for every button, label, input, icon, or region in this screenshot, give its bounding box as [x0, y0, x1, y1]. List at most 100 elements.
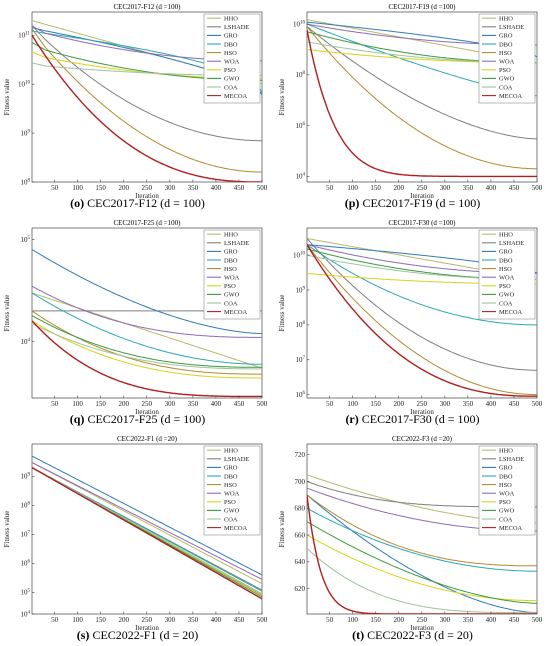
y-tick-label: 106: [296, 391, 306, 399]
x-tick-label: 300: [440, 184, 451, 192]
x-tick-label: 350: [188, 616, 199, 624]
series-line-mecoa: [32, 320, 262, 398]
y-tick-label: 105: [21, 589, 31, 597]
x-tick-label: 100: [72, 184, 83, 192]
legend-entry: COA: [224, 300, 238, 307]
legend-box: [203, 13, 261, 104]
legend-entry: GRO: [499, 465, 513, 472]
chart-panel: CEC2017-F19 (d =100) 50 100 150 200 250 300 350…: [275, 0, 550, 214]
series-line-woa: [32, 285, 262, 338]
legend-entry: WOA: [499, 491, 515, 498]
y-tick-label: 1010: [18, 81, 31, 89]
legend-entry: PSO: [499, 283, 511, 290]
x-tick-label: 200: [118, 184, 129, 192]
y-tick-label: 104: [21, 338, 31, 346]
legend-entry: MECOA: [224, 309, 247, 316]
legend-entry: DBO: [224, 257, 238, 264]
legend-entry: DBO: [499, 257, 513, 264]
caption-text: CEC2017-F12 (d = 100): [84, 196, 205, 210]
x-tick-label: 150: [95, 400, 106, 408]
x-tick-label: 100: [347, 616, 358, 624]
x-tick-label: 250: [417, 184, 428, 192]
x-tick-label: 250: [142, 616, 153, 624]
legend-entry: LSHADE: [499, 456, 524, 463]
x-axis-label: Iteration: [410, 624, 434, 632]
chart-panel: CEC2017-F25 (d =100) 50 100 150 200 250 300 350…: [0, 216, 275, 430]
legend-entry: LSHADE: [224, 240, 249, 247]
legend-entry: MECOA: [224, 525, 247, 532]
x-tick-label: 200: [393, 184, 404, 192]
x-axis-label: Iteration: [135, 624, 159, 632]
x-tick-label: 300: [165, 616, 176, 624]
legend-entry: HHO: [499, 232, 513, 239]
caption-letter: (p): [344, 196, 360, 210]
y-tick-label: 720: [295, 451, 306, 459]
panel-caption: (s) CEC2022-F1 (d = 20): [0, 628, 275, 643]
x-tick-label: 450: [509, 616, 520, 624]
x-tick-label: 350: [463, 616, 474, 624]
chart-svg: CEC2017-F30 (d =100) 50 100 150 200 250 300 350…: [278, 219, 543, 416]
x-tick-label: 100: [347, 400, 358, 408]
y-tick-label: 108: [21, 178, 31, 186]
x-tick-label: 300: [440, 400, 451, 408]
series-line-hso: [307, 26, 537, 170]
y-tick-label: 640: [295, 558, 306, 566]
legend-entry: GRO: [224, 249, 238, 256]
chart-svg: CEC2022-F3 (d =20) 50 100 150 200 250 300 350 40…: [278, 435, 543, 632]
x-tick-label: 50: [326, 400, 334, 408]
series-line-hso: [32, 28, 262, 173]
y-axis-label: Fitness value: [3, 511, 11, 548]
chart-panel: CEC2017-F30 (d =100) 50 100 150 200 250 300 350…: [275, 216, 550, 430]
chart-title: CEC2022-F3 (d =20): [392, 435, 453, 443]
chart-title: CEC2017-F12 (d =100): [114, 3, 182, 11]
legend-entry: HHO: [224, 16, 238, 23]
caption-text: CEC2017-F25 (d = 100): [84, 412, 206, 426]
x-tick-label: 450: [234, 616, 245, 624]
series-line-coa: [307, 548, 537, 614]
legend-entry: WOA: [499, 275, 515, 282]
y-tick-label: 106: [21, 560, 31, 568]
caption-letter: (t): [352, 628, 365, 642]
y-tick-label: 107: [21, 531, 31, 539]
legend-box: [203, 445, 261, 536]
y-tick-label: 700: [295, 478, 306, 486]
y-tick-label: 1011: [18, 32, 30, 40]
caption-letter: (r): [345, 412, 359, 426]
legend-entry: LSHADE: [224, 24, 249, 31]
series-line-gro: [32, 249, 262, 334]
x-tick-label: 200: [118, 400, 129, 408]
x-tick-label: 250: [142, 400, 153, 408]
chart-panel: CEC2022-F1 (d =20) 50 100 150 200 250 300 350 40…: [0, 432, 275, 646]
chart-title: CEC2022-F1 (d =20): [117, 435, 178, 443]
chart-title: CEC2017-F25 (d =100): [114, 219, 182, 227]
chart-svg: CEC2017-F19 (d =100) 50 100 150 200 250 300 350…: [278, 3, 543, 200]
legend-entry: MECOA: [499, 525, 522, 532]
panel-caption: (r) CEC2017-F30 (d = 100): [275, 412, 550, 427]
chart-panel: CEC2017-F12 (d =100) 50 100 150 200 250 300 350…: [0, 0, 275, 214]
x-tick-label: 200: [118, 616, 129, 624]
x-tick-label: 150: [370, 184, 381, 192]
x-axis-label: Iteration: [410, 408, 434, 416]
y-tick-label: 109: [296, 286, 306, 294]
series-line-hso: [307, 494, 537, 567]
series-line-hso: [307, 244, 537, 396]
x-tick-label: 350: [463, 184, 474, 192]
legend-entry: GWO: [499, 76, 515, 83]
caption-text: CEC2017-F19 (d = 100): [359, 196, 481, 210]
x-tick-label: 250: [417, 400, 428, 408]
caption-text: CEC2022-F1 (d = 20): [89, 628, 199, 642]
y-tick-label: 1010: [293, 251, 306, 259]
legend-entry: HHO: [499, 16, 513, 23]
legend-box: [203, 229, 261, 320]
x-axis-label: Iteration: [410, 192, 434, 200]
legend-entry: DBO: [224, 473, 238, 480]
y-tick-label: 105: [21, 236, 31, 244]
x-tick-label: 500: [532, 400, 543, 408]
y-tick-label: 107: [296, 356, 306, 364]
x-tick-label: 500: [257, 400, 268, 408]
x-tick-label: 400: [486, 400, 497, 408]
